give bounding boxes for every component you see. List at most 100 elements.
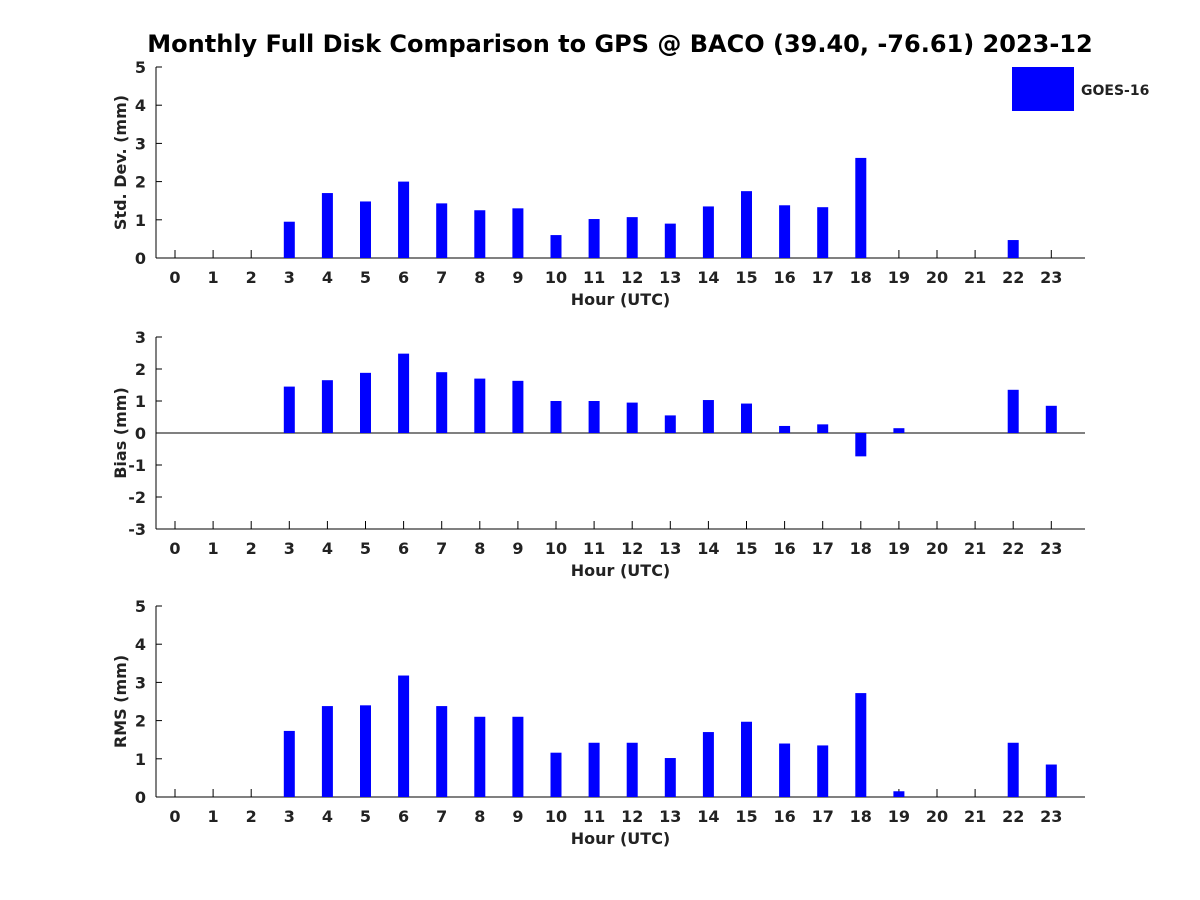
x-tick-label: 14 — [697, 807, 719, 826]
x-tick-label: 7 — [436, 539, 447, 558]
y-tick-label: -1 — [128, 456, 146, 475]
bar — [741, 721, 752, 797]
bar — [512, 208, 524, 258]
x-tick-label: 2 — [246, 268, 257, 287]
x-axis-label: Hour (UTC) — [571, 829, 671, 848]
bar — [779, 425, 791, 433]
x-tick-label: 8 — [474, 539, 485, 558]
y-tick-label: 2 — [135, 173, 146, 192]
x-tick-label: 5 — [360, 807, 371, 826]
bar — [321, 706, 333, 797]
x-tick-label: 1 — [208, 268, 219, 287]
bar — [321, 193, 333, 258]
y-tick-label: 0 — [135, 249, 146, 268]
bar — [893, 791, 905, 797]
bar — [283, 730, 295, 797]
bar — [741, 403, 752, 433]
bar — [588, 742, 600, 797]
bar — [741, 191, 752, 258]
bar — [436, 203, 448, 258]
y-tick-label: 1 — [135, 392, 146, 411]
x-tick-label: 0 — [169, 807, 180, 826]
x-tick-label: 21 — [964, 539, 986, 558]
x-tick-label: 9 — [512, 539, 523, 558]
bar — [626, 742, 638, 797]
y-tick-label: 4 — [135, 96, 146, 115]
x-tick-label: 9 — [512, 268, 523, 287]
y-tick-label: -3 — [128, 520, 146, 539]
x-tick-label: 8 — [474, 268, 485, 287]
x-tick-label: 11 — [583, 268, 605, 287]
bar — [664, 758, 676, 797]
x-axis-label: Hour (UTC) — [571, 561, 671, 580]
bar — [321, 380, 333, 433]
y-tick-label: 1 — [135, 750, 146, 769]
y-axis-label: Std. Dev. (mm) — [111, 95, 130, 230]
x-tick-label: 19 — [888, 539, 910, 558]
x-tick-label: 12 — [621, 539, 643, 558]
x-tick-label: 9 — [512, 807, 523, 826]
x-tick-label: 21 — [964, 807, 986, 826]
bar — [474, 378, 486, 433]
x-tick-label: 19 — [888, 807, 910, 826]
legend: GOES-16 — [1012, 67, 1149, 111]
bar — [702, 732, 714, 797]
bar — [702, 206, 714, 258]
y-axis-label: Bias (mm) — [111, 387, 130, 479]
bar — [360, 201, 371, 258]
bar — [398, 675, 410, 797]
y-tick-label: 3 — [135, 134, 146, 153]
y-tick-label: 3 — [135, 328, 146, 347]
x-tick-label: 8 — [474, 807, 485, 826]
x-tick-label: 15 — [735, 539, 757, 558]
bar — [436, 706, 448, 797]
bar — [398, 181, 410, 258]
x-tick-label: 12 — [621, 807, 643, 826]
bar — [817, 207, 829, 258]
x-tick-label: 20 — [926, 807, 948, 826]
x-tick-label: 20 — [926, 539, 948, 558]
bar — [779, 205, 791, 258]
x-tick-label: 1 — [208, 807, 219, 826]
x-tick-label: 18 — [850, 268, 872, 287]
bar — [550, 401, 562, 433]
x-tick-label: 3 — [284, 539, 295, 558]
bar — [398, 353, 410, 433]
x-tick-label: 14 — [697, 539, 719, 558]
bar — [664, 415, 676, 433]
bar — [855, 157, 867, 258]
bar — [817, 424, 829, 433]
bar — [855, 693, 867, 797]
x-tick-label: 16 — [773, 268, 795, 287]
y-tick-label: 0 — [135, 788, 146, 807]
bar — [855, 433, 867, 457]
y-tick-label: 2 — [135, 712, 146, 731]
bar — [664, 223, 676, 258]
x-tick-label: 20 — [926, 268, 948, 287]
x-tick-label: 11 — [583, 807, 605, 826]
bar — [588, 401, 600, 433]
bar — [360, 372, 371, 433]
x-tick-label: 6 — [398, 807, 409, 826]
x-tick-label: 23 — [1040, 268, 1062, 287]
x-tick-label: 22 — [1002, 539, 1024, 558]
x-tick-label: 3 — [284, 268, 295, 287]
x-tick-label: 13 — [659, 807, 681, 826]
x-tick-label: 5 — [360, 268, 371, 287]
x-tick-label: 10 — [545, 807, 567, 826]
x-tick-label: 5 — [360, 539, 371, 558]
legend-label: GOES-16 — [1081, 83, 1149, 99]
x-tick-label: 18 — [850, 807, 872, 826]
x-tick-label: 14 — [697, 268, 719, 287]
bar — [779, 743, 791, 797]
x-tick-label: 4 — [322, 539, 333, 558]
bar — [512, 380, 524, 433]
y-tick-label: 3 — [135, 673, 146, 692]
x-tick-label: 7 — [436, 807, 447, 826]
bar — [1007, 742, 1019, 797]
x-tick-label: 18 — [850, 539, 872, 558]
x-tick-label: 0 — [169, 539, 180, 558]
y-tick-label: -2 — [128, 488, 146, 507]
